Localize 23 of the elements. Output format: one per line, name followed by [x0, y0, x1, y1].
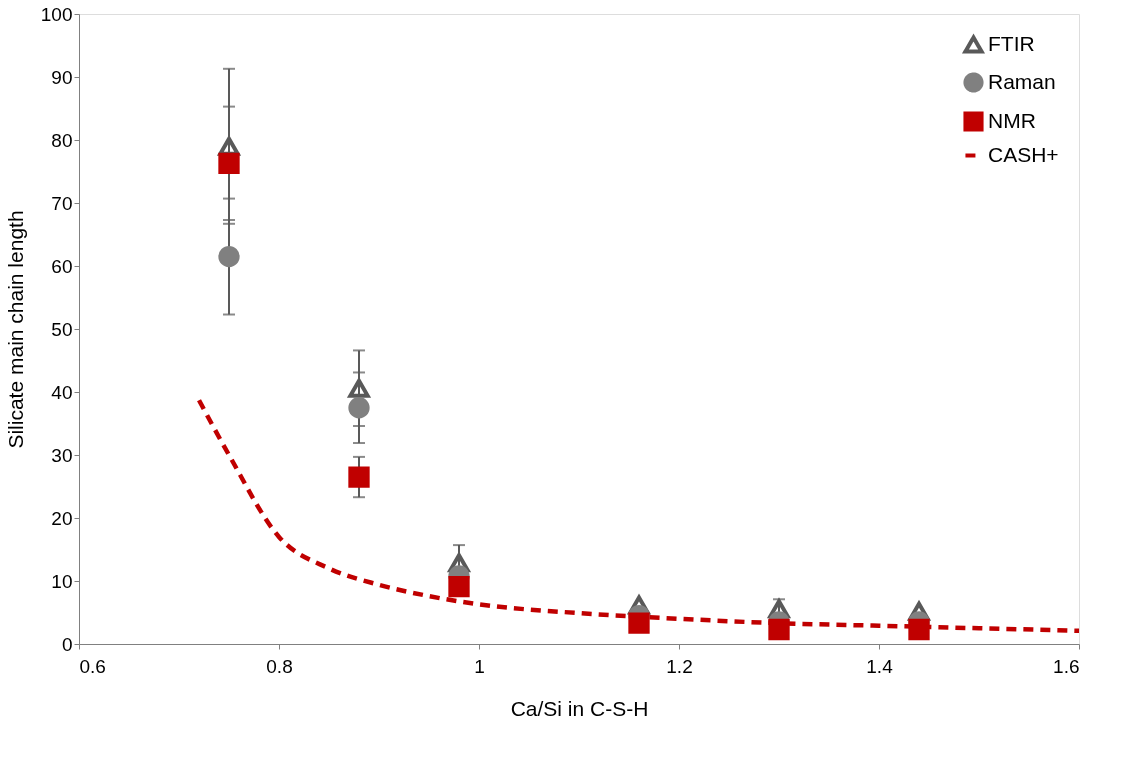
y-tick-label: 90 — [51, 66, 73, 88]
y-axis-title: Silicate main chain length — [3, 210, 27, 449]
y-tick-label: 70 — [51, 192, 73, 214]
x-tick-label: 1.4 — [866, 655, 894, 677]
y-tick-label: 20 — [51, 507, 73, 529]
legend-label: CASH+ — [988, 142, 1059, 166]
x-tick-label: 0.6 — [79, 655, 106, 677]
x-tick-label: 0.8 — [266, 655, 293, 677]
x-axis-title: Ca/Si in C-S-H — [510, 696, 649, 720]
x-tick-label: 1 — [474, 655, 485, 677]
legend-label: Raman — [988, 69, 1056, 93]
y-tick-label: 10 — [51, 570, 73, 592]
y-tick-label: 0 — [61, 633, 73, 655]
y-tick-label: 80 — [51, 129, 73, 151]
legend-label: NMR — [988, 108, 1036, 132]
y-tick-label: 60 — [51, 255, 73, 277]
x-tick-label: 1.6 — [1053, 655, 1080, 677]
y-tick-label: 30 — [51, 444, 73, 466]
y-tick-label: 100 — [40, 3, 73, 25]
legend-label: FTIR — [988, 31, 1035, 55]
y-tick-label: 50 — [51, 318, 73, 340]
y-tick-label: 40 — [51, 381, 73, 403]
x-tick-label: 1.2 — [666, 655, 693, 677]
